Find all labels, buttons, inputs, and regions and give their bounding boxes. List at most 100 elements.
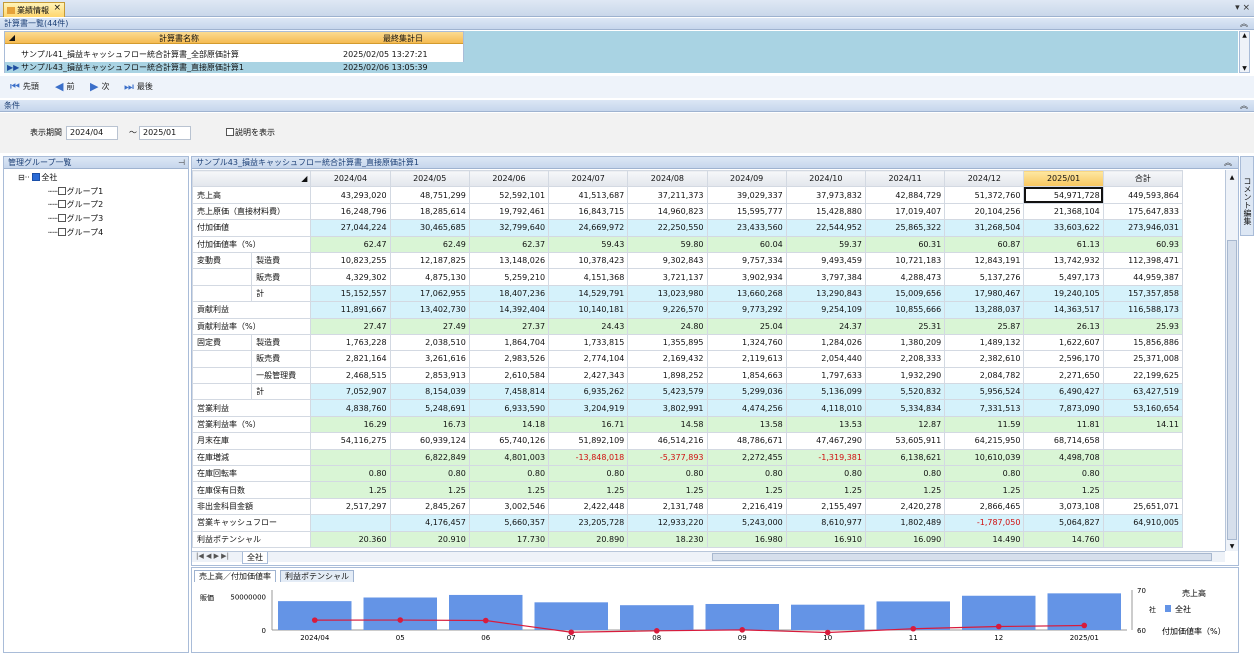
grid-cell[interactable]: 54,116,275 <box>310 432 391 450</box>
grid-cell[interactable]: 9,254,109 <box>785 301 866 319</box>
grid-cell[interactable]: 0.80 <box>548 465 629 483</box>
grid-corner[interactable]: ◢ <box>192 170 312 188</box>
calc-list-row-selected[interactable]: ▶▶ サンプル43_損益キャッシュフロー統合計算書_直接原価計算1 2025/0… <box>5 62 464 73</box>
grid-cell[interactable]: 20.890 <box>548 530 629 548</box>
grid-cell[interactable]: 47,467,290 <box>785 432 866 450</box>
grid-cell[interactable]: 2,208,333 <box>864 350 946 368</box>
grid-cell[interactable]: 0.80 <box>864 465 946 483</box>
grid-cell[interactable]: 2,084,782 <box>944 366 1025 385</box>
grid-cell[interactable]: 4,498,708 <box>1023 448 1104 467</box>
grid-cell[interactable]: 3,902,934 <box>706 268 787 286</box>
grid-cell[interactable]: 16.73 <box>389 415 470 434</box>
grid-cell[interactable]: 0.80 <box>706 465 787 483</box>
grid-cell[interactable]: 1.25 <box>627 481 708 499</box>
column-header[interactable]: 2024/09 <box>706 170 787 188</box>
column-header[interactable]: 2024/11 <box>864 170 946 188</box>
grid-cell[interactable]: 3,721,137 <box>627 268 708 286</box>
line-point[interactable] <box>824 629 831 636</box>
grid-cell[interactable]: 2,169,432 <box>627 350 708 368</box>
grid-cell[interactable]: 51,892,109 <box>548 432 629 450</box>
grid-cell[interactable]: 4,176,457 <box>389 514 470 532</box>
grid-cell[interactable]: 25.31 <box>864 317 946 335</box>
grid-cell[interactable]: 15,856,886 <box>1102 333 1184 352</box>
grid-cell[interactable]: 44,959,387 <box>1102 268 1184 286</box>
grid-cell[interactable]: 12.87 <box>864 415 946 434</box>
column-header[interactable]: 2024/10 <box>785 170 866 188</box>
grid-cell[interactable] <box>310 448 391 467</box>
grid-cell[interactable]: 0.80 <box>627 465 708 483</box>
sheet-tab-all[interactable]: 全社 <box>242 552 268 564</box>
grid-cell[interactable]: 2,610,584 <box>468 366 550 385</box>
grid-cell[interactable]: 449,593,864 <box>1102 186 1184 204</box>
grid-cell[interactable]: 10,610,039 <box>944 448 1025 467</box>
grid-cell[interactable]: 17,019,407 <box>864 202 946 221</box>
line-point[interactable] <box>739 627 746 633</box>
grid-cell[interactable]: 157,357,858 <box>1102 284 1184 303</box>
grid-cell[interactable]: 62.47 <box>310 235 391 253</box>
grid-cell[interactable]: 3,261,616 <box>389 350 470 368</box>
grid-cell[interactable]: 26.13 <box>1023 317 1104 335</box>
grid-cell[interactable]: 68,714,658 <box>1023 432 1104 450</box>
grid-cell[interactable]: 9,757,334 <box>706 251 787 270</box>
first-button[interactable]: ⏮ 先頭 <box>10 80 39 94</box>
grid-cell[interactable]: 12,187,825 <box>389 251 470 270</box>
grid-cell[interactable]: 6,822,849 <box>389 448 470 467</box>
grid-cell[interactable]: 25.04 <box>706 317 787 335</box>
grid-cell[interactable]: 65,740,126 <box>468 432 550 450</box>
grid-cell[interactable]: 15,428,880 <box>785 202 866 221</box>
bar[interactable] <box>791 604 865 630</box>
grid-cell[interactable]: 7,052,907 <box>310 383 391 401</box>
grid-cell[interactable]: 1,284,026 <box>785 333 866 352</box>
grid-cell[interactable] <box>310 514 391 532</box>
grid-cell[interactable]: 41,513,687 <box>548 186 629 204</box>
grid-cell[interactable]: 2,119,613 <box>706 350 787 368</box>
line-point[interactable] <box>482 617 489 624</box>
calc-list-scrollbar[interactable]: ▲ ▼ <box>1239 31 1250 73</box>
grid-cell[interactable]: 33,603,622 <box>1023 219 1104 237</box>
grid-cell[interactable]: 10,140,181 <box>548 301 629 319</box>
grid-cell[interactable]: 5,136,099 <box>785 383 866 401</box>
column-header[interactable]: 2024/05 <box>389 170 470 188</box>
tree-node-group3[interactable]: ┄┄ グループ3 <box>48 214 104 223</box>
grid-cell[interactable]: 1,380,209 <box>864 333 946 352</box>
grid-cell[interactable]: 7,873,090 <box>1023 399 1104 417</box>
grid-cell[interactable]: 1,898,252 <box>627 366 708 385</box>
sheet-nav-icon[interactable]: |◀ ◀ ▶ ▶| <box>196 552 229 560</box>
grid-cell[interactable]: 5,956,524 <box>944 383 1025 401</box>
grid-cell[interactable]: 60.87 <box>944 235 1025 253</box>
grid-cell[interactable]: 1,489,132 <box>944 333 1025 352</box>
grid-cell[interactable]: 5,497,173 <box>1023 268 1104 286</box>
grid-cell[interactable]: 54,971,728 <box>1023 186 1104 204</box>
grid-cell[interactable]: 1.25 <box>785 481 866 499</box>
tree-node-group4[interactable]: ┄┄ グループ4 <box>48 228 104 237</box>
grid-cell[interactable] <box>1102 465 1184 483</box>
tab-performance-info[interactable]: 業績情報 × <box>3 2 65 17</box>
grid-cell[interactable]: 39,029,337 <box>706 186 787 204</box>
grid-cell[interactable]: 1,355,895 <box>627 333 708 352</box>
grid-cell[interactable]: 4,118,010 <box>785 399 866 417</box>
grid-cell[interactable]: 24,669,972 <box>548 219 629 237</box>
column-header[interactable]: 合計 <box>1102 170 1184 188</box>
grid-cell[interactable]: 16.29 <box>310 415 391 434</box>
grid-cell[interactable]: 3,002,546 <box>468 497 550 516</box>
grid-cell[interactable]: 5,334,834 <box>864 399 946 417</box>
grid-cell[interactable]: 5,660,357 <box>468 514 550 532</box>
grid-cell[interactable]: 11.81 <box>1023 415 1104 434</box>
grid-cell[interactable]: 14,960,823 <box>627 202 708 221</box>
grid-cell[interactable]: 11,891,667 <box>310 301 391 319</box>
grid-cell[interactable]: 1,763,228 <box>310 333 391 352</box>
grid-cell[interactable] <box>1102 448 1184 467</box>
column-header[interactable]: 2025/01 <box>1023 170 1104 188</box>
collapse-icon[interactable]: ︽ <box>1224 158 1232 167</box>
grid-cell[interactable]: 7,458,814 <box>468 383 550 401</box>
grid-cell[interactable]: 18,285,614 <box>389 202 470 221</box>
grid-cell[interactable]: 27.49 <box>389 317 470 335</box>
grid-cell[interactable]: 2,131,748 <box>627 497 708 516</box>
grid-cell[interactable]: 0.80 <box>389 465 470 483</box>
grid-cell[interactable] <box>1102 530 1184 548</box>
bar[interactable] <box>449 594 523 630</box>
grid-cell[interactable]: 42,884,729 <box>864 186 946 204</box>
line-point[interactable] <box>311 617 318 623</box>
grid-cell[interactable]: 61.13 <box>1023 235 1104 253</box>
grid-cell[interactable]: 18.230 <box>627 530 708 548</box>
